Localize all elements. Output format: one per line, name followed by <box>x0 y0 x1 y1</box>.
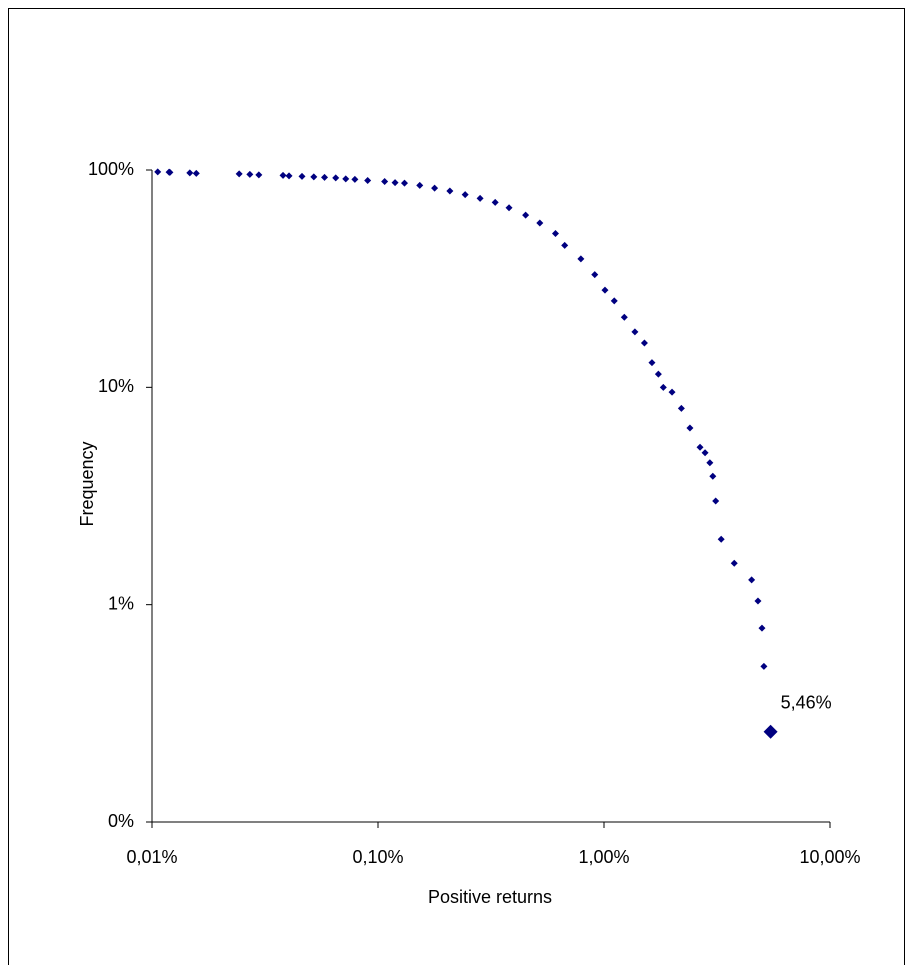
point <box>717 535 725 543</box>
point <box>351 175 359 183</box>
x-axis-label: Positive returns <box>428 887 552 907</box>
point <box>279 171 287 179</box>
point <box>154 168 162 176</box>
y-tick-label: 10% <box>98 376 134 396</box>
point <box>285 172 293 180</box>
point <box>754 597 762 605</box>
point <box>505 204 513 212</box>
point <box>701 449 709 457</box>
point <box>677 404 685 412</box>
point <box>298 172 306 180</box>
point <box>310 173 318 181</box>
point <box>577 255 585 263</box>
highlight-point <box>763 724 778 739</box>
point <box>342 175 350 183</box>
point <box>706 459 714 467</box>
point <box>431 184 439 192</box>
point <box>648 359 656 367</box>
point <box>712 497 720 505</box>
point <box>332 174 340 182</box>
point <box>760 662 768 670</box>
point <box>391 179 399 187</box>
point <box>476 194 484 202</box>
y-tick-label: 0% <box>108 811 134 831</box>
point <box>659 383 667 391</box>
point <box>321 173 329 181</box>
x-tick-label: 0,01% <box>126 847 177 867</box>
point <box>640 339 648 347</box>
point <box>246 170 254 178</box>
point <box>748 576 756 584</box>
point <box>416 181 424 189</box>
point <box>686 424 694 432</box>
point <box>668 388 676 396</box>
point <box>591 271 599 279</box>
point <box>235 170 243 178</box>
point <box>551 230 559 238</box>
point <box>654 370 662 378</box>
point <box>709 472 717 480</box>
x-tick-label: 0,10% <box>352 847 403 867</box>
point <box>255 171 263 179</box>
point <box>364 176 372 184</box>
point <box>381 178 389 186</box>
point <box>461 191 469 199</box>
point <box>601 286 609 294</box>
y-axis-label: Frequency <box>77 441 97 526</box>
point <box>186 169 194 177</box>
annotation: 5,46% <box>781 693 832 713</box>
y-tick-label: 100% <box>88 159 134 179</box>
point <box>401 179 409 187</box>
point <box>561 241 569 249</box>
point <box>522 211 530 219</box>
point <box>491 198 499 206</box>
point <box>758 624 766 632</box>
point <box>536 219 544 227</box>
point <box>192 169 200 177</box>
point <box>610 297 618 305</box>
point <box>631 328 639 336</box>
y-tick-label: 1% <box>108 593 134 613</box>
x-tick-label: 10,00% <box>799 847 860 867</box>
point <box>166 168 174 176</box>
point <box>696 443 704 451</box>
point <box>620 313 628 321</box>
x-tick-label: 1,00% <box>578 847 629 867</box>
point <box>446 187 454 195</box>
point <box>730 559 738 567</box>
